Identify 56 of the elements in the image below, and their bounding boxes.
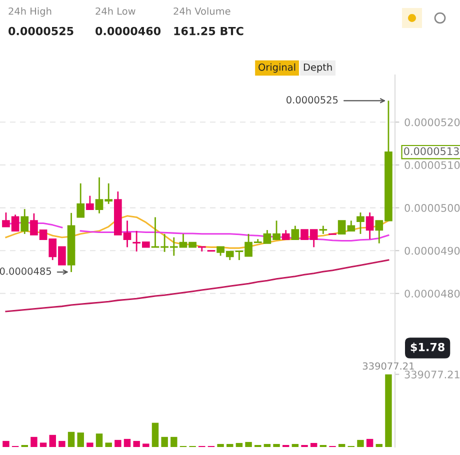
bar [96,434,103,447]
candlestick [356,212,364,235]
bar [170,436,178,447]
bar [49,434,56,447]
annotation: 0.0000485 [0,268,51,275]
text: $1.78 [410,342,444,353]
bar [124,438,131,447]
bar [292,444,299,447]
bar [58,440,66,447]
text: 24h Volume [174,7,230,15]
bar [357,440,364,447]
annotation: 0.0000525 [286,96,338,104]
y-tick-label: 0.0000490 [404,246,460,255]
bar [264,444,271,447]
bar [310,442,318,447]
bar [105,442,112,447]
bar [217,444,224,447]
candlestick [291,225,300,240]
bar [236,442,243,447]
text: 0.0000460 [96,26,161,36]
candlestick [366,212,374,240]
bar [2,440,10,447]
text: 161.25 BTC [174,26,244,36]
text: Depth [304,63,332,73]
y-tick-label: 0.0000510 [404,161,460,170]
y-tick-label: 0.0000520 [404,118,460,126]
text: 0.0000525 [8,26,74,36]
bar [77,432,84,447]
bar [86,442,94,447]
data-label: 339077.21 [362,362,414,370]
bar [273,444,280,447]
bar [68,432,75,447]
text: 0.0000513 [404,147,459,156]
bar [338,444,346,447]
candlestick [86,195,94,210]
bar [114,440,122,447]
bar [376,444,382,447]
candlestick [20,208,29,235]
y-tick-label: 0.0000480 [404,290,460,298]
bar [245,442,252,447]
y-tick-label: 0.0000500 [404,204,460,212]
bar [133,440,140,447]
bar [226,444,234,447]
text: Original [258,63,296,73]
bar [152,422,159,447]
bar [385,374,392,447]
bar [161,436,168,447]
bar [142,444,150,447]
text: 24h High [8,7,52,17]
bar [40,442,47,447]
bar [366,438,374,447]
candlestick [282,229,290,240]
candlestick [76,182,85,218]
y-tick-label: 339077.21 [404,370,460,378]
bar [30,436,38,447]
text: 24h Low [96,7,136,15]
